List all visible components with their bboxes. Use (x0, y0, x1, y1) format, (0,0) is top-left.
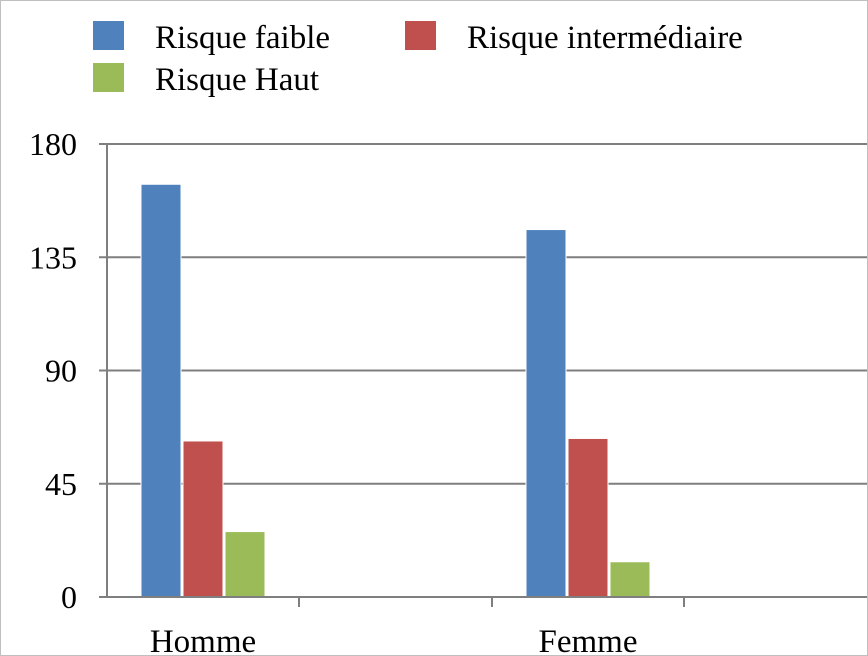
x-category-label-homme: Homme (150, 624, 256, 655)
y-tick-label-45: 45 (45, 466, 77, 502)
y-tick-label-135: 135 (29, 239, 77, 275)
axes (106, 144, 867, 607)
y-tick-label-180: 180 (29, 126, 77, 162)
bar-homme-1 (182, 440, 224, 598)
bars (140, 183, 651, 598)
y-tick-label-90: 90 (45, 353, 77, 389)
legend: Risque faible Risque intermédiaire Risque … (93, 20, 743, 98)
legend-label-1: Risque intermédiaire (467, 20, 743, 56)
legend-swatch-2 (93, 63, 124, 92)
bar-femme-1 (567, 437, 609, 598)
bar-homme-2 (224, 531, 266, 598)
bar-femme-2 (609, 561, 651, 598)
labels: 0 45 90 135 180 Homme Femme (29, 126, 637, 655)
legend-label-2: Risque Haut (155, 62, 319, 98)
legend-label-0: Risque faible (155, 20, 330, 56)
bar-homme-0 (140, 183, 182, 598)
x-category-label-femme: Femme (539, 624, 638, 655)
legend-swatch-1 (405, 21, 436, 50)
legend-swatch-0 (93, 21, 124, 50)
bar-femme-0 (525, 229, 567, 598)
y-tick-label-0: 0 (61, 579, 77, 615)
